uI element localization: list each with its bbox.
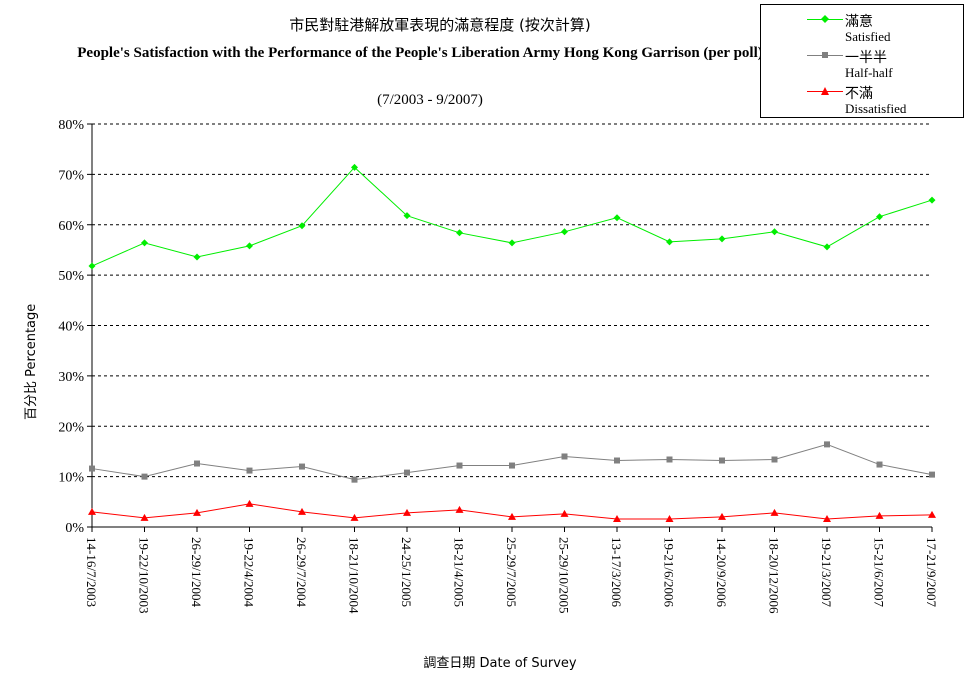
data-point	[509, 462, 515, 469]
data-point	[876, 213, 883, 221]
x-tick-label: 26-29/7/2004	[294, 537, 309, 608]
diamond-marker-icon	[821, 15, 829, 23]
data-point	[928, 510, 936, 518]
data-point	[404, 469, 410, 476]
triangle-marker-icon	[821, 87, 829, 95]
y-tick-label: 0%	[65, 521, 84, 536]
series-line-half-half	[91, 443, 933, 481]
data-point	[140, 513, 149, 521]
data-point	[613, 514, 621, 522]
y-tick-label: 70%	[58, 168, 84, 183]
data-point	[298, 222, 306, 230]
data-point	[824, 441, 830, 448]
data-point	[666, 456, 673, 463]
data-point	[719, 457, 725, 464]
data-point	[665, 514, 674, 522]
data-point	[771, 228, 778, 236]
data-point	[193, 253, 201, 261]
data-point	[298, 507, 306, 515]
x-tick-label: 17-21/9/2007	[924, 537, 939, 608]
data-point	[929, 471, 935, 478]
x-tick-label: 18-21/4/2005	[452, 537, 467, 607]
legend-label-half-half: 一半半	[845, 50, 887, 66]
x-tick-label: 15-21/6/2007	[872, 537, 887, 608]
y-tick-label: 10%	[58, 471, 84, 486]
data-point	[246, 467, 253, 474]
data-point	[194, 460, 200, 467]
legend: 滿意 Satisfied 一半半 Half-half 不滿 Dissatisfi…	[760, 4, 964, 118]
data-point	[456, 462, 463, 469]
chart-title: 市民對駐港解放軍表現的滿意程度 (按次計算)	[289, 16, 591, 34]
data-point	[246, 242, 253, 250]
data-point	[508, 512, 516, 520]
y-tick-label: 80%	[58, 118, 84, 133]
data-point	[561, 228, 568, 236]
data-point	[823, 243, 831, 251]
data-point	[770, 508, 779, 516]
data-point	[718, 512, 726, 520]
y-tick-label: 20%	[58, 420, 84, 435]
x-tick-label: 14-16/7/2003	[84, 537, 99, 607]
chart-subtitle: (7/2003 - 9/2007)	[377, 92, 483, 108]
legend-label-half-half-en: Half-half	[845, 65, 893, 80]
x-tick-label: 25-29/10/2005	[557, 537, 572, 614]
data-point	[299, 463, 305, 470]
legend-item-dissatisfied: 不滿 Dissatisfied	[761, 83, 961, 119]
y-tick-label: 40%	[58, 320, 84, 335]
legend-label-satisfied: 滿意	[845, 14, 873, 30]
legend-item-satisfied: 滿意 Satisfied	[761, 11, 961, 47]
data-point	[456, 229, 463, 237]
data-point	[718, 235, 726, 243]
series-line-satisfied	[91, 166, 933, 267]
x-tick-label: 18-20/12/2006	[767, 537, 782, 614]
x-tick-label: 19-21/6/2006	[662, 537, 677, 608]
legend-label-dissatisfied: 不滿	[845, 86, 873, 102]
data-point	[351, 476, 358, 483]
y-tick-label: 50%	[58, 269, 84, 284]
x-tick-label: 25-29/7/2005	[504, 537, 519, 607]
x-tick-label: 24-25/1/2005	[399, 537, 414, 607]
data-point	[876, 461, 883, 468]
data-point	[613, 214, 621, 222]
y-tick-label: 30%	[58, 370, 84, 385]
data-point	[823, 514, 831, 522]
y-axis-label: 百分比 Percentage	[24, 303, 39, 420]
data-point	[88, 507, 96, 515]
legend-label-satisfied-en: Satisfied	[845, 29, 891, 44]
x-tick-label: 14-20/9/2006	[714, 537, 729, 608]
data-point	[141, 239, 148, 247]
x-tick-label: 18-21/10/2004	[347, 537, 362, 614]
data-point	[193, 508, 201, 516]
chart-title-en: People's Satisfaction with the Performan…	[77, 45, 763, 61]
data-point	[403, 508, 411, 516]
data-point	[89, 465, 95, 472]
data-point	[875, 511, 884, 519]
data-point	[403, 212, 411, 220]
data-point	[351, 163, 358, 171]
data-point	[455, 505, 464, 513]
data-point	[245, 499, 254, 507]
x-tick-label: 19-22/10/2003	[137, 537, 152, 614]
data-point	[141, 473, 148, 480]
x-tick-label: 13-17/3/2006	[609, 537, 624, 608]
x-tick-label: 19-22/4/2004	[242, 537, 257, 608]
legend-item-half-half: 一半半 Half-half	[761, 47, 961, 83]
data-point	[508, 239, 516, 247]
data-point	[350, 513, 359, 521]
data-point	[561, 453, 568, 460]
square-marker-icon	[822, 52, 828, 58]
legend-label-dissatisfied-en: Dissatisfied	[845, 101, 907, 116]
data-point	[614, 457, 620, 464]
x-tick-label: 19-21/3/2007	[819, 537, 834, 608]
x-axis-label: 調查日期 Date of Survey	[423, 656, 577, 671]
y-tick-label: 60%	[58, 219, 84, 234]
data-point	[928, 196, 936, 204]
x-tick-label: 26-29/1/2004	[189, 537, 204, 608]
data-point	[560, 509, 569, 517]
data-point	[88, 262, 96, 270]
data-point	[666, 238, 673, 246]
data-point	[771, 456, 778, 463]
